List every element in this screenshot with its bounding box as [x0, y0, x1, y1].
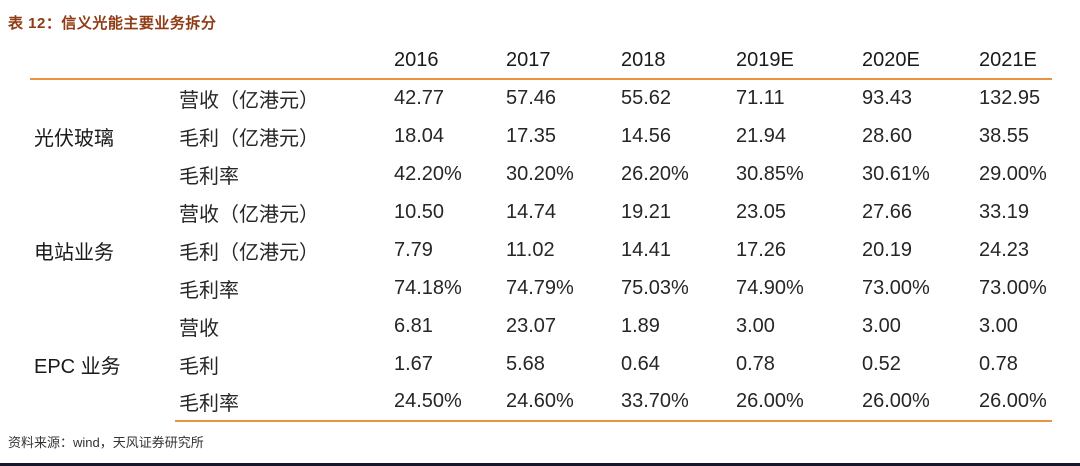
table-row: 光伏玻璃 营收（亿港元） 42.77 57.46 55.62 71.11 93.… [30, 79, 1052, 150]
value-cell: 30.85% [736, 162, 804, 185]
value-cell: 0.78 [979, 352, 1018, 375]
value-cell: 24.50% [390, 383, 502, 422]
value-cell: 74.79% [506, 276, 574, 299]
table-title: 表 12：信义光能主要业务拆分 [8, 15, 217, 32]
value-cell: 21.94 [736, 124, 787, 147]
value-cell: 3.00 [862, 314, 901, 337]
value-cell: 24.23 [979, 238, 1030, 261]
metric-label: 营收 [179, 317, 219, 340]
value-cell: 132.95 [979, 87, 1041, 109]
source-note: 资料来源：wind，天风证券研究所 [8, 435, 204, 450]
value-cell: 26.00% [975, 383, 1052, 422]
year-header: 2020E [858, 43, 975, 80]
value-cell: 74.18% [394, 276, 462, 299]
value-cell: 14.41 [621, 238, 672, 261]
metric-label: 营收（亿港元） [179, 203, 319, 226]
value-cell: 28.60 [862, 124, 913, 147]
value-cell: 26.00% [732, 383, 858, 422]
table-row: EPC 业务 营收 6.81 23.07 1.89 3.00 3.00 3.00 [30, 307, 1052, 378]
value-cell: 29.00% [979, 162, 1047, 185]
year-header: 2018 [617, 43, 732, 80]
table-row: 电站业务 营收（亿港元） 10.50 14.74 19.21 23.05 27.… [30, 193, 1052, 264]
group-label: EPC 业务 [34, 355, 121, 378]
value-cell: 33.70% [617, 383, 732, 422]
value-cell: 0.52 [862, 352, 901, 375]
value-cell: 93.43 [862, 87, 913, 109]
value-cell: 0.64 [621, 352, 660, 375]
table-row: 毛利率 74.18% 74.79% 75.03% 74.90% 73.00% 7… [30, 269, 1052, 307]
year-header: 2017 [502, 43, 617, 80]
value-cell: 57.46 [506, 87, 557, 109]
value-cell: 38.55 [979, 124, 1030, 147]
value-cell: 73.00% [979, 276, 1047, 299]
value-cell: 20.19 [862, 238, 913, 261]
page-bottom-divider [0, 463, 1080, 466]
value-cell: 30.61% [862, 162, 930, 185]
value-cell: 42.77 [394, 87, 445, 109]
value-cell: 23.07 [506, 314, 557, 337]
value-cell: 26.00% [858, 383, 975, 422]
business-breakdown-table: 2016 2017 2018 2019E 2020E 2021E 光伏玻璃 营收… [30, 43, 1052, 422]
table-row: 毛利 1.67 5.68 0.64 0.78 0.52 0.78 [30, 345, 1052, 383]
value-cell: 73.00% [862, 276, 930, 299]
value-cell: 74.90% [736, 276, 804, 299]
table-row: 毛利率 24.50% 24.60% 33.70% 26.00% 26.00% 2… [30, 383, 1052, 422]
year-header: 2021E [975, 43, 1052, 80]
group-label: 光伏玻璃 [34, 128, 114, 150]
value-cell: 1.67 [394, 352, 433, 375]
group-label: 电站业务 [34, 241, 114, 264]
value-cell: 17.26 [736, 238, 787, 261]
value-cell: 26.20% [621, 162, 689, 185]
value-cell: 23.05 [736, 200, 787, 223]
year-header: 2016 [390, 43, 502, 80]
value-cell: 75.03% [621, 276, 689, 299]
table-row: 毛利（亿港元） 18.04 17.35 14.56 21.94 28.60 38… [30, 117, 1052, 155]
table-row: 毛利率 42.20% 30.20% 26.20% 30.85% 30.61% 2… [30, 155, 1052, 193]
value-cell: 18.04 [394, 124, 445, 147]
value-cell: 7.79 [394, 238, 433, 261]
metric-label: 毛利（亿港元） [179, 127, 319, 150]
value-cell: 6.81 [394, 314, 433, 337]
value-cell: 5.68 [506, 352, 545, 375]
value-cell: 42.20% [394, 162, 462, 185]
value-cell: 19.21 [621, 200, 672, 223]
header-empty-metric [175, 43, 390, 80]
value-cell: 71.11 [736, 87, 785, 109]
value-cell: 0.78 [736, 352, 775, 375]
value-cell: 30.20% [506, 162, 574, 185]
year-header: 2019E [732, 43, 858, 80]
metric-label: 毛利 [179, 355, 219, 378]
table-row: 毛利（亿港元） 7.79 11.02 14.41 17.26 20.19 24.… [30, 231, 1052, 269]
metric-label: 营收（亿港元） [179, 90, 319, 112]
value-cell: 24.60% [502, 383, 617, 422]
value-cell: 27.66 [862, 200, 913, 223]
value-cell: 1.89 [621, 314, 660, 337]
metric-label: 毛利率 [179, 165, 239, 188]
value-cell: 17.35 [506, 124, 557, 147]
value-cell: 3.00 [736, 314, 775, 337]
value-cell: 55.62 [621, 87, 672, 109]
header-row: 2016 2017 2018 2019E 2020E 2021E [30, 43, 1052, 80]
metric-label: 毛利（亿港元） [179, 241, 319, 264]
metric-label: 毛利率 [175, 383, 390, 422]
header-empty-group [30, 43, 175, 80]
metric-label: 毛利率 [179, 279, 239, 302]
value-cell: 14.56 [621, 124, 672, 147]
value-cell: 14.74 [506, 200, 557, 223]
value-cell: 11.02 [506, 238, 555, 261]
value-cell: 3.00 [979, 314, 1018, 337]
value-cell: 10.50 [394, 200, 445, 223]
value-cell: 33.19 [979, 200, 1030, 223]
